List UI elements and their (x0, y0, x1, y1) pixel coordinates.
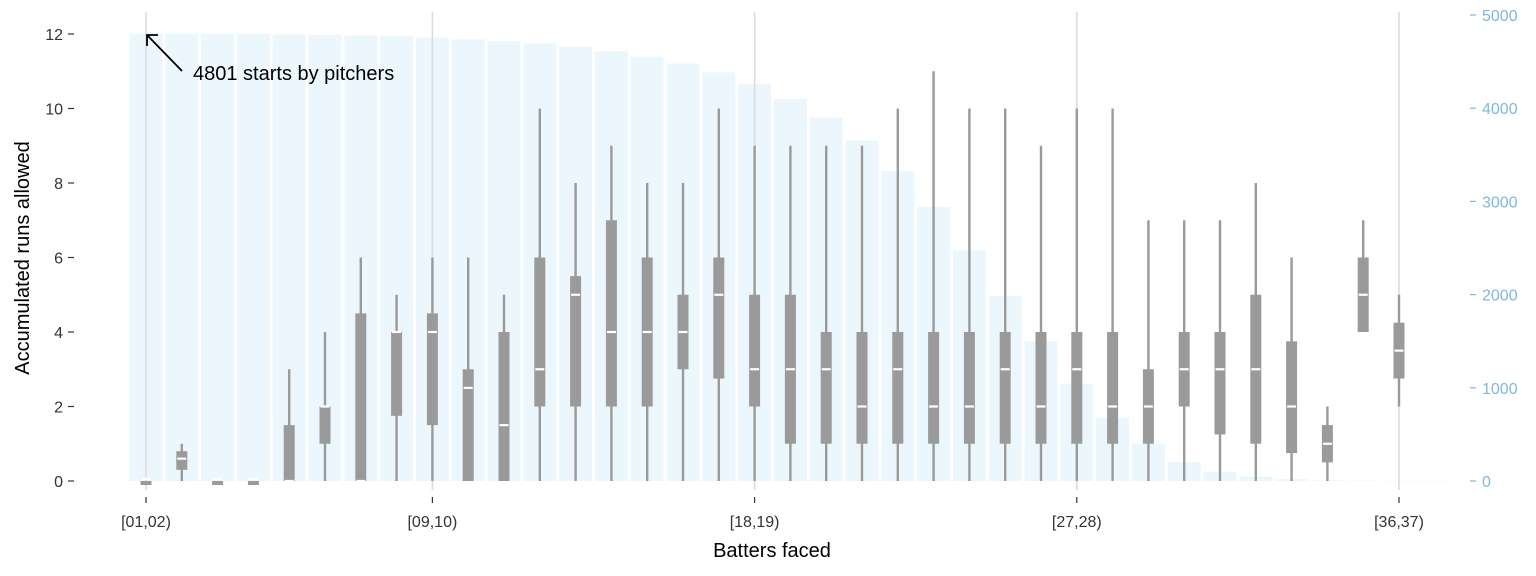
box-iqr (1035, 332, 1047, 444)
box-iqr (963, 332, 975, 444)
boxplot (605, 145, 617, 481)
box-iqr (856, 332, 868, 444)
count-bar (236, 34, 270, 482)
boxplot (426, 257, 438, 481)
box-iqr (820, 332, 832, 444)
x-axis: [01,02) [09,10) [18,19) [27,28) [36,37) (121, 497, 1424, 531)
count-bar (201, 33, 235, 481)
boxplot (892, 108, 904, 481)
y-right-tick-label: 4000 (1482, 101, 1518, 118)
boxplot (641, 183, 653, 481)
boxplot (140, 477, 152, 485)
boxplot (713, 108, 725, 481)
boxplot (677, 183, 689, 481)
box-iqr (355, 313, 367, 481)
x-tick-label: [18,19) (730, 514, 780, 531)
boxplot (570, 183, 582, 481)
boxplot (963, 108, 975, 481)
y-left-tick-label: 2 (54, 400, 63, 417)
box-iqr (999, 332, 1011, 444)
annotation: 4801 starts by pitchers (146, 34, 394, 85)
box-iqr (713, 257, 725, 379)
y-right-tick-label: 1000 (1482, 381, 1518, 398)
count-bar (1346, 480, 1380, 482)
boxplot (856, 145, 868, 481)
boxplot (1357, 220, 1369, 332)
boxplot (1393, 294, 1405, 407)
box-iqr (140, 481, 152, 485)
y-left-tick-label: 4 (54, 325, 63, 342)
box-iqr (462, 369, 474, 481)
boxplot (1178, 220, 1190, 481)
box-iqr (605, 220, 617, 407)
y-right-tick-label: 3000 (1482, 194, 1518, 211)
y-left-tick-label: 12 (45, 27, 63, 44)
annotation-arrow-line (146, 34, 183, 72)
box-iqr (928, 332, 940, 444)
y-left-tick-label: 6 (54, 251, 63, 268)
box-iqr (391, 332, 403, 416)
box-iqr (1107, 332, 1119, 444)
y-right-tick-label: 0 (1482, 474, 1491, 491)
boxplot (999, 108, 1011, 481)
boxplot (820, 145, 832, 481)
boxplots (140, 71, 1405, 485)
boxplot (247, 477, 259, 485)
box-iqr (1286, 341, 1298, 454)
boxplot (1142, 220, 1154, 481)
box-iqr (1214, 332, 1226, 435)
annotation-arrow-head (146, 34, 158, 46)
boxplot (749, 145, 761, 481)
right-y-axis: 0 1000 2000 3000 4000 5000 (1470, 8, 1518, 491)
boxplot (283, 369, 295, 483)
box-iqr (319, 406, 331, 444)
boxplot (1107, 108, 1119, 481)
boxplot (1071, 108, 1083, 481)
boxplot (1214, 220, 1226, 481)
box-iqr (534, 257, 546, 407)
y-left-tick-label: 8 (54, 176, 63, 193)
x-tick-label: [27,28) (1052, 514, 1102, 531)
boxplot (212, 477, 224, 485)
x-tick-label: [01,02) (121, 514, 171, 531)
box-iqr (749, 294, 761, 407)
box-iqr (892, 332, 904, 444)
boxplot (1035, 145, 1047, 481)
y-axis-title: Accumulated runs allowed (12, 141, 34, 374)
boxplot (355, 257, 367, 483)
boxplot (1250, 183, 1262, 481)
boxplot (391, 294, 403, 481)
box-iqr (176, 451, 188, 470)
boxplot (928, 71, 940, 481)
left-y-axis: 0 2 4 6 8 10 12 (45, 27, 74, 491)
count-bar (1418, 480, 1452, 482)
count-bar (165, 33, 199, 481)
boxplot (319, 332, 331, 481)
box-iqr (283, 425, 295, 481)
box-iqr (498, 332, 510, 481)
box-iqr (212, 481, 224, 485)
annotation-label: 4801 starts by pitchers (193, 63, 394, 85)
boxplot (498, 294, 510, 481)
x-tick-label: [36,37) (1374, 514, 1424, 531)
boxplot (1286, 257, 1298, 481)
y-left-tick-label: 10 (45, 102, 63, 119)
box-iqr (426, 313, 438, 426)
boxplot (784, 145, 796, 481)
box-iqr (1071, 332, 1083, 444)
x-tick-label: [09,10) (407, 514, 457, 531)
boxplot (1321, 406, 1333, 481)
y-right-tick-label: 2000 (1482, 288, 1518, 305)
y-right-tick-label: 5000 (1482, 8, 1518, 25)
boxplot (176, 443, 188, 481)
boxplot (534, 108, 546, 481)
box-iqr (570, 276, 582, 407)
box-iqr (247, 481, 259, 485)
y-left-tick-label: 0 (54, 474, 63, 491)
x-axis-title: Batters faced (713, 540, 831, 562)
boxplot (462, 257, 474, 481)
